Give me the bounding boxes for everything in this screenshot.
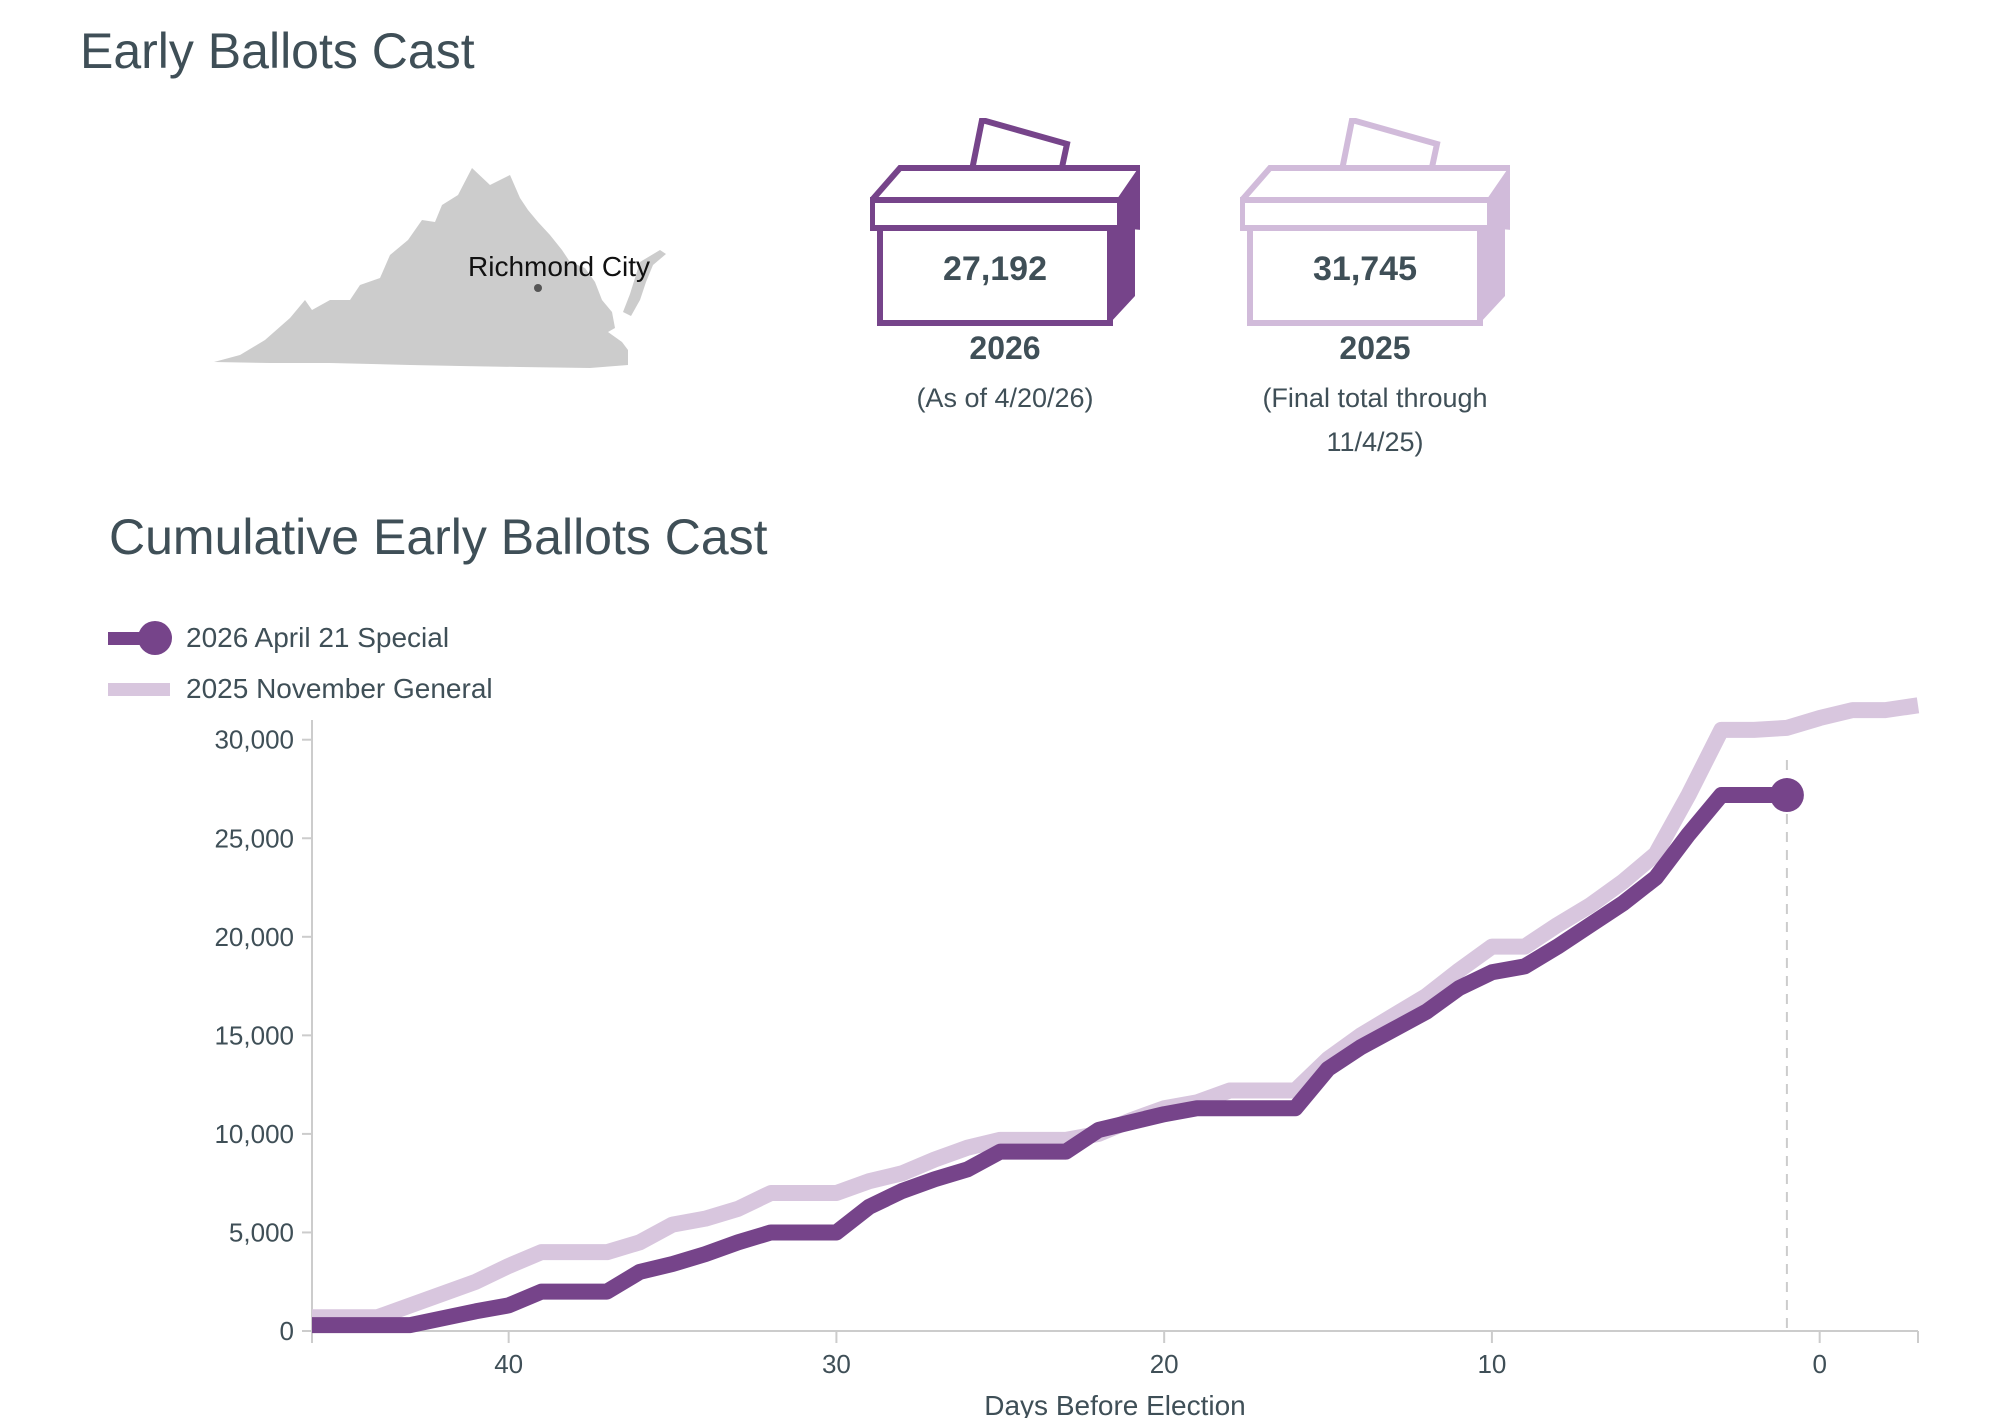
x-axis-title: Days Before Election bbox=[984, 1390, 1245, 1418]
legend-swatch-2025 bbox=[108, 674, 170, 704]
series-line-2025 bbox=[312, 697, 1920, 1326]
box-lid-side bbox=[1490, 172, 1510, 230]
richmond-city-marker bbox=[534, 284, 542, 292]
y-tick-label: 5,000 bbox=[229, 1217, 294, 1247]
ballot-box-2025-icon bbox=[1240, 118, 1510, 326]
series-end-point-2026 bbox=[1769, 778, 1804, 813]
legend-swatch-2026 bbox=[108, 621, 172, 655]
eastern-shore-shape bbox=[623, 250, 666, 316]
map-label: Richmond City bbox=[468, 251, 651, 282]
y-tick-label: 30,000 bbox=[214, 725, 294, 755]
y-tick-label: 25,000 bbox=[214, 823, 294, 853]
virginia-state-shape bbox=[214, 168, 628, 368]
note-2025: (Final total through 11/4/25) bbox=[1262, 383, 1488, 457]
note-2026: (As of 4/20/26) bbox=[916, 383, 1094, 413]
series-line-2026 bbox=[312, 787, 1787, 1334]
x-tick-label: 30 bbox=[822, 1349, 851, 1379]
x-tick-label: 20 bbox=[1150, 1349, 1179, 1379]
year-2025: 2025 bbox=[1339, 330, 1411, 366]
y-tick-label: 10,000 bbox=[214, 1119, 294, 1149]
box-body-side bbox=[1480, 228, 1505, 323]
x-tick-label: 10 bbox=[1477, 1349, 1506, 1379]
year-2026: 2026 bbox=[969, 330, 1041, 366]
x-tick-label: 0 bbox=[1812, 1349, 1826, 1379]
count-2026: 27,192 bbox=[943, 250, 1047, 288]
legend-label-2025: 2025 November General bbox=[186, 673, 493, 704]
y-tick-label: 0 bbox=[280, 1316, 294, 1346]
chart-title: Cumulative Early Ballots Cast bbox=[109, 509, 768, 565]
legend-item-2025: 2025 November General bbox=[108, 673, 493, 705]
ballot-box-2026-icon bbox=[870, 118, 1140, 326]
legend-label-2026: 2026 April 21 Special bbox=[186, 622, 450, 653]
virginia-map bbox=[214, 168, 666, 368]
x-tick-label: 40 bbox=[494, 1349, 523, 1379]
box-body-side bbox=[1110, 228, 1135, 323]
y-tick-label: 20,000 bbox=[214, 922, 294, 952]
box-lid-side bbox=[1120, 172, 1140, 230]
legend-item-2026: 2026 April 21 Special bbox=[108, 621, 450, 655]
count-2025: 31,745 bbox=[1313, 250, 1417, 288]
page-title: Early Ballots Cast bbox=[80, 23, 475, 79]
y-tick-label: 15,000 bbox=[214, 1020, 294, 1050]
